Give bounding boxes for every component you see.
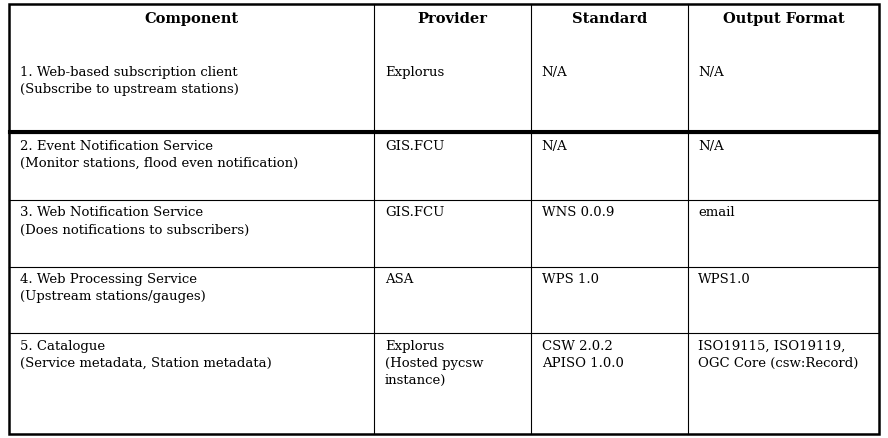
Text: 2. Event Notification Service
(Monitor stations, flood even notification): 2. Event Notification Service (Monitor s… [20,140,297,170]
Text: email: email [698,206,735,219]
Text: 5. Catalogue
(Service metadata, Station metadata): 5. Catalogue (Service metadata, Station … [20,340,272,370]
Text: Output Format: Output Format [723,12,844,26]
Text: Explorus: Explorus [385,66,444,79]
Text: ASA: ASA [385,273,414,286]
Text: N/A: N/A [542,140,567,153]
Text: N/A: N/A [542,66,567,79]
Text: Provider: Provider [417,12,488,26]
Text: GIS.FCU: GIS.FCU [385,140,444,153]
Text: GIS.FCU: GIS.FCU [385,206,444,219]
Text: 1. Web-based subscription client
(Subscribe to upstream stations): 1. Web-based subscription client (Subscr… [20,66,238,96]
Text: Explorus
(Hosted pycsw
instance): Explorus (Hosted pycsw instance) [385,340,484,387]
Text: 4. Web Processing Service
(Upstream stations/gauges): 4. Web Processing Service (Upstream stat… [20,273,205,303]
Text: Component: Component [145,12,239,26]
Text: WPS 1.0: WPS 1.0 [542,273,599,286]
Text: CSW 2.0.2
APISO 1.0.0: CSW 2.0.2 APISO 1.0.0 [542,340,623,370]
Text: N/A: N/A [698,66,724,79]
Text: Standard: Standard [572,12,647,26]
Text: WPS1.0: WPS1.0 [698,273,751,286]
Text: ISO19115, ISO19119,
OGC Core (csw:Record): ISO19115, ISO19119, OGC Core (csw:Record… [698,340,859,370]
Text: 3. Web Notification Service
(Does notifications to subscribers): 3. Web Notification Service (Does notifi… [20,206,249,237]
Text: WNS 0.0.9: WNS 0.0.9 [542,206,614,219]
Text: N/A: N/A [698,140,724,153]
